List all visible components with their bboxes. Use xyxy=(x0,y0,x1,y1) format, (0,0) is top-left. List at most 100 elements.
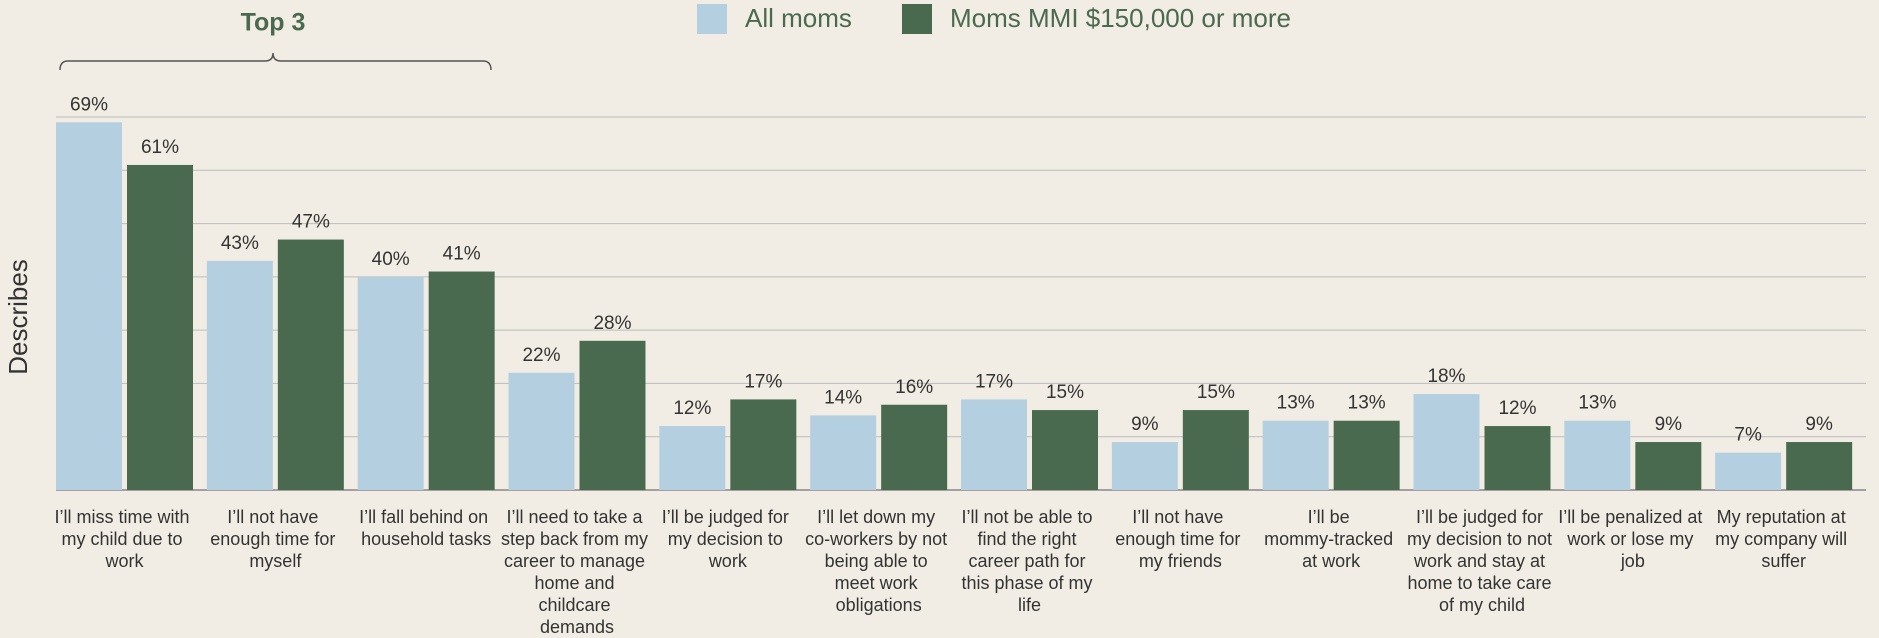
label-line: home to take care xyxy=(1407,573,1556,593)
legend-swatch xyxy=(697,4,727,34)
label-line: co-workers by not xyxy=(805,529,952,549)
data-label: 47% xyxy=(292,212,330,233)
bar xyxy=(508,372,575,490)
data-label: 12% xyxy=(673,398,711,419)
label-line: home and xyxy=(534,573,619,593)
label-line: find the right xyxy=(977,529,1081,549)
data-label: 12% xyxy=(1498,398,1536,419)
label-line: work xyxy=(104,551,144,571)
label-line: childcare xyxy=(538,595,615,615)
bar xyxy=(1111,442,1178,490)
x-tick-label: I’ll need to take a step back from my ca… xyxy=(501,507,653,637)
data-label: 13% xyxy=(1348,393,1386,414)
bar xyxy=(1032,410,1098,490)
bar xyxy=(579,340,646,490)
label-line: I’ll be xyxy=(1308,507,1355,527)
x-tick-label: I’ll be judged for my decision to work xyxy=(662,507,794,571)
label-line: work or lose my xyxy=(1566,529,1698,549)
y-axis-label: Describes xyxy=(3,259,33,375)
label-line: I’ll need to take a xyxy=(506,507,647,527)
label-line: My reputation at xyxy=(1717,507,1851,527)
bar xyxy=(1635,442,1702,490)
data-label: 69% xyxy=(70,94,108,115)
label-line: I’ll be judged for xyxy=(1416,507,1548,527)
label-line: my friends xyxy=(1139,551,1222,571)
label-line: my child due to xyxy=(61,529,187,549)
bar xyxy=(277,239,344,490)
bar xyxy=(1333,420,1400,490)
label-line: meet work xyxy=(835,573,923,593)
bar xyxy=(428,271,495,490)
legend-label: All moms xyxy=(745,3,852,33)
label-line: household tasks xyxy=(361,529,491,549)
x-tick-label: I’ll be judged for my decision to not wo… xyxy=(1407,507,1557,615)
label-line: myself xyxy=(249,551,302,571)
bar xyxy=(1262,420,1329,490)
label-line: career path for xyxy=(968,551,1090,571)
label-line: my decision to not xyxy=(1407,529,1557,549)
annotation: Top 3 xyxy=(241,9,306,37)
label-line: enough time for xyxy=(1115,529,1245,549)
label-line: at work xyxy=(1302,551,1361,571)
label-line: career to manage xyxy=(504,551,650,571)
bar xyxy=(961,399,1027,490)
label-line: suffer xyxy=(1761,551,1806,571)
data-label: 40% xyxy=(372,249,410,270)
label-line: mommy-tracked xyxy=(1264,529,1398,549)
data-label: 28% xyxy=(593,313,631,334)
label-line: enough time for xyxy=(210,529,340,549)
label-line: step back from my xyxy=(501,529,653,549)
label-line: I’ll be penalized at xyxy=(1558,507,1707,527)
label-line: work and stay at xyxy=(1413,551,1550,571)
bar xyxy=(1413,394,1480,490)
data-label: 9% xyxy=(1131,414,1159,435)
label-line: I’ll be judged for xyxy=(662,507,794,527)
label-line: I’ll not be able to xyxy=(961,507,1097,527)
bar xyxy=(1786,442,1853,490)
label-line: life xyxy=(1018,595,1041,615)
label-line: being able to xyxy=(825,551,933,571)
data-label: 14% xyxy=(824,387,862,408)
label-line: of my child xyxy=(1439,595,1525,615)
label-line: I’ll not have xyxy=(1132,507,1228,527)
data-label: 9% xyxy=(1805,414,1833,435)
label-line: work xyxy=(708,551,748,571)
label-line: demands xyxy=(540,617,614,637)
label-line: I’ll miss time with xyxy=(54,507,194,527)
bar xyxy=(881,404,948,490)
bar xyxy=(730,399,797,490)
x-tick-label: I’ll fall behind on household tasks xyxy=(359,507,493,549)
bar xyxy=(206,260,273,490)
data-label: 9% xyxy=(1655,414,1683,435)
data-label: 15% xyxy=(1046,382,1084,403)
bar xyxy=(810,415,877,490)
x-tick-label: I’ll let down my co-workers by not being… xyxy=(805,507,952,615)
label-line: my decision to xyxy=(668,529,788,549)
bar xyxy=(1715,452,1782,490)
x-tick-label: I’ll be penalized at work or lose my job xyxy=(1558,507,1707,571)
x-tick-label: I’ll be mommy-tracked at work xyxy=(1264,507,1398,571)
x-tick-label: I’ll not be able to find the right caree… xyxy=(961,507,1097,615)
x-tick-label: I’ll miss time with my child due to work xyxy=(54,507,194,571)
label-line: my company will xyxy=(1715,529,1852,549)
bar xyxy=(659,426,726,490)
label-line: I’ll fall behind on xyxy=(359,507,493,527)
data-label: 13% xyxy=(1578,393,1616,414)
label-line: I’ll not have xyxy=(227,507,323,527)
label-line: obligations xyxy=(836,595,922,615)
bar xyxy=(1564,420,1631,490)
data-label: 7% xyxy=(1734,425,1762,446)
data-label: 61% xyxy=(141,137,179,158)
bar xyxy=(357,276,424,490)
x-tick-label: I’ll not have enough time for myself xyxy=(210,507,340,571)
data-label: 22% xyxy=(522,345,560,366)
data-label: 43% xyxy=(221,233,259,254)
data-label: 18% xyxy=(1427,366,1465,387)
bar xyxy=(1182,410,1249,490)
legend-label: Moms MMI $150,000 or more xyxy=(950,3,1291,33)
label-line: this phase of my xyxy=(961,573,1097,593)
x-tick-label: My reputation at my company will suffer xyxy=(1715,507,1852,571)
data-label: 16% xyxy=(895,377,933,398)
label-line: I’ll let down my xyxy=(817,507,940,527)
